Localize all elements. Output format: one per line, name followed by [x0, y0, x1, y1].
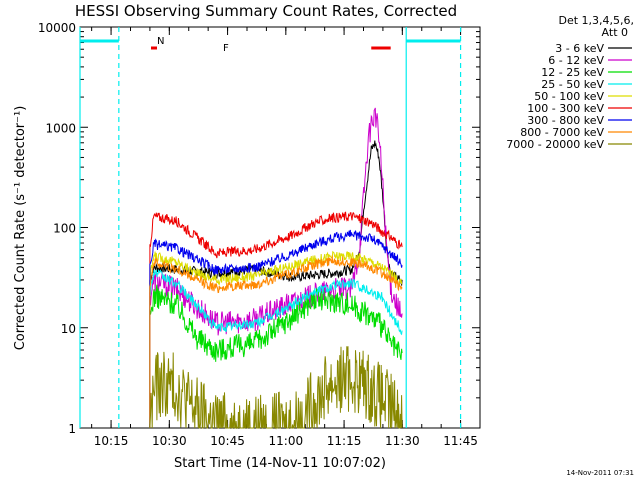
vertical-markers — [79, 27, 462, 428]
flare-label: F — [223, 43, 229, 54]
x-tick-label: 10:45 — [210, 434, 245, 448]
x-tick-label: 11:00 — [269, 434, 304, 448]
y-tick-label: 10 — [61, 322, 76, 336]
series-line — [149, 229, 403, 428]
x-axis-label: Start Time (14-Nov-11 10:07:02) — [174, 456, 386, 471]
legend-entry-label: 100 - 300 keV — [527, 102, 604, 115]
indicator-bars — [80, 39, 461, 50]
y-axis-label: Corrected Count Rate (s⁻¹ detector⁻¹) — [13, 106, 28, 351]
series-line — [149, 255, 403, 428]
night-label: N — [157, 36, 164, 47]
legend-entry-label: 7000 - 20000 keV — [506, 138, 604, 151]
legend-entry-label: 6 - 12 keV — [548, 54, 604, 67]
y-tick-label: 1000 — [45, 121, 76, 135]
legend-entry-label: 12 - 25 keV — [541, 66, 604, 79]
series-lines — [149, 107, 403, 430]
legend-entry-label: 3 - 6 keV — [555, 42, 604, 55]
chart-title: HESSI Observing Summary Count Rates, Cor… — [75, 2, 457, 20]
legend-header-line-2: Att 0 — [602, 26, 628, 39]
timestamp: 14-Nov-2011 07:31 — [566, 469, 634, 477]
y-axis-ticks: 1 10 100 1000 10000 — [38, 21, 480, 436]
legend-entry-label: 50 - 100 keV — [534, 90, 604, 103]
x-tick-label: 11:30 — [385, 434, 420, 448]
y-tick-label: 1 — [68, 422, 76, 436]
legend-entry-label: 800 - 7000 keV — [520, 126, 604, 139]
legend-entry-label: 300 - 800 keV — [527, 114, 604, 127]
legend-entry-label: 25 - 50 keV — [541, 78, 604, 91]
series-line — [149, 107, 403, 428]
plot-frame — [79, 26, 481, 429]
y-tick-label: 100 — [53, 222, 76, 236]
x-tick-label: 10:15 — [94, 434, 129, 448]
series-line — [149, 268, 403, 428]
series-line — [149, 211, 403, 428]
series-line — [149, 284, 403, 428]
series-line — [149, 250, 403, 428]
series-line — [149, 346, 403, 430]
legend-header-line-1: Det 1,3,4,5,6, — [558, 14, 634, 27]
x-tick-label: 11:15 — [327, 434, 362, 448]
y-tick-label: 10000 — [38, 21, 76, 35]
x-tick-label: 10:30 — [152, 434, 187, 448]
x-tick-label: 11:45 — [443, 434, 478, 448]
